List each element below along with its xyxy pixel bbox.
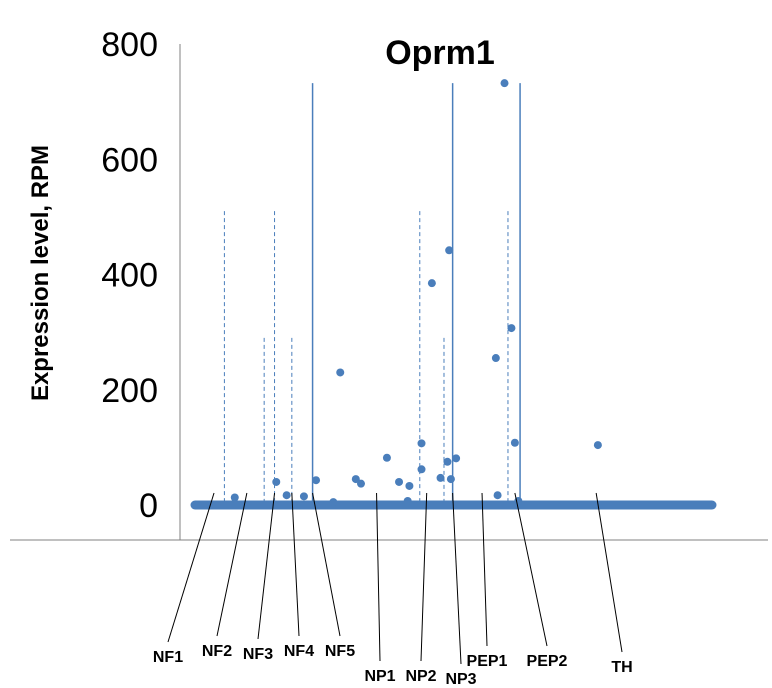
group-label: NF2 bbox=[202, 643, 232, 660]
group-label: NF4 bbox=[284, 643, 314, 660]
y-tick-label: 600 bbox=[101, 141, 158, 179]
data-point bbox=[299, 492, 308, 501]
callout-line bbox=[216, 492, 248, 637]
data-point bbox=[417, 465, 426, 474]
data-point bbox=[491, 354, 500, 363]
callout-line bbox=[291, 492, 300, 637]
data-point bbox=[230, 493, 239, 502]
data-point bbox=[493, 491, 502, 500]
data-point bbox=[312, 476, 321, 485]
data-point bbox=[510, 438, 519, 447]
data-point bbox=[272, 477, 281, 486]
data-point bbox=[446, 475, 455, 484]
group-label: NP2 bbox=[405, 668, 436, 685]
data-point bbox=[417, 439, 426, 448]
chart-title: Oprm1 bbox=[385, 34, 495, 72]
data-point bbox=[395, 477, 404, 486]
callout-line bbox=[167, 492, 215, 643]
callout-line bbox=[257, 492, 276, 640]
callout-line bbox=[595, 492, 623, 653]
callout-line bbox=[376, 492, 381, 662]
data-point bbox=[507, 324, 516, 333]
data-point bbox=[593, 441, 602, 450]
data-point bbox=[452, 454, 461, 463]
data-point bbox=[403, 496, 412, 505]
group-label: NF1 bbox=[153, 649, 183, 666]
data-points bbox=[230, 79, 602, 507]
data-point bbox=[282, 491, 291, 500]
data-point bbox=[500, 79, 509, 88]
data-point bbox=[405, 481, 414, 490]
chart-axes bbox=[10, 44, 768, 541]
callout-line bbox=[452, 492, 462, 665]
y-tick-label: 400 bbox=[101, 257, 158, 295]
group-boundary-lines bbox=[223, 83, 521, 505]
data-point bbox=[356, 479, 365, 488]
y-tick-label: 800 bbox=[101, 26, 158, 64]
y-tick-label: 200 bbox=[101, 372, 158, 410]
group-label: TH bbox=[611, 659, 632, 676]
group-label: PEP1 bbox=[467, 653, 508, 670]
data-point bbox=[436, 473, 445, 482]
group-label: NF5 bbox=[325, 643, 355, 660]
group-label: NF3 bbox=[243, 646, 273, 663]
y-tick-label: 0 bbox=[139, 487, 158, 525]
group-label: NP3 bbox=[445, 671, 476, 688]
callout-line bbox=[481, 492, 488, 647]
data-point bbox=[351, 475, 360, 484]
data-point bbox=[329, 498, 338, 507]
data-point bbox=[427, 279, 436, 288]
group-label: NP1 bbox=[364, 668, 395, 685]
callout-line bbox=[420, 492, 428, 662]
group-label: PEP2 bbox=[527, 653, 568, 670]
y-axis-label: Expression level, RPM bbox=[27, 145, 54, 401]
data-point bbox=[382, 453, 391, 462]
data-point bbox=[336, 368, 345, 377]
y-tick-labels: 0 200 400 600 800 bbox=[101, 26, 158, 525]
callout-line bbox=[514, 492, 548, 647]
callout-line bbox=[312, 492, 341, 637]
data-point bbox=[445, 246, 454, 255]
data-point bbox=[443, 457, 452, 466]
